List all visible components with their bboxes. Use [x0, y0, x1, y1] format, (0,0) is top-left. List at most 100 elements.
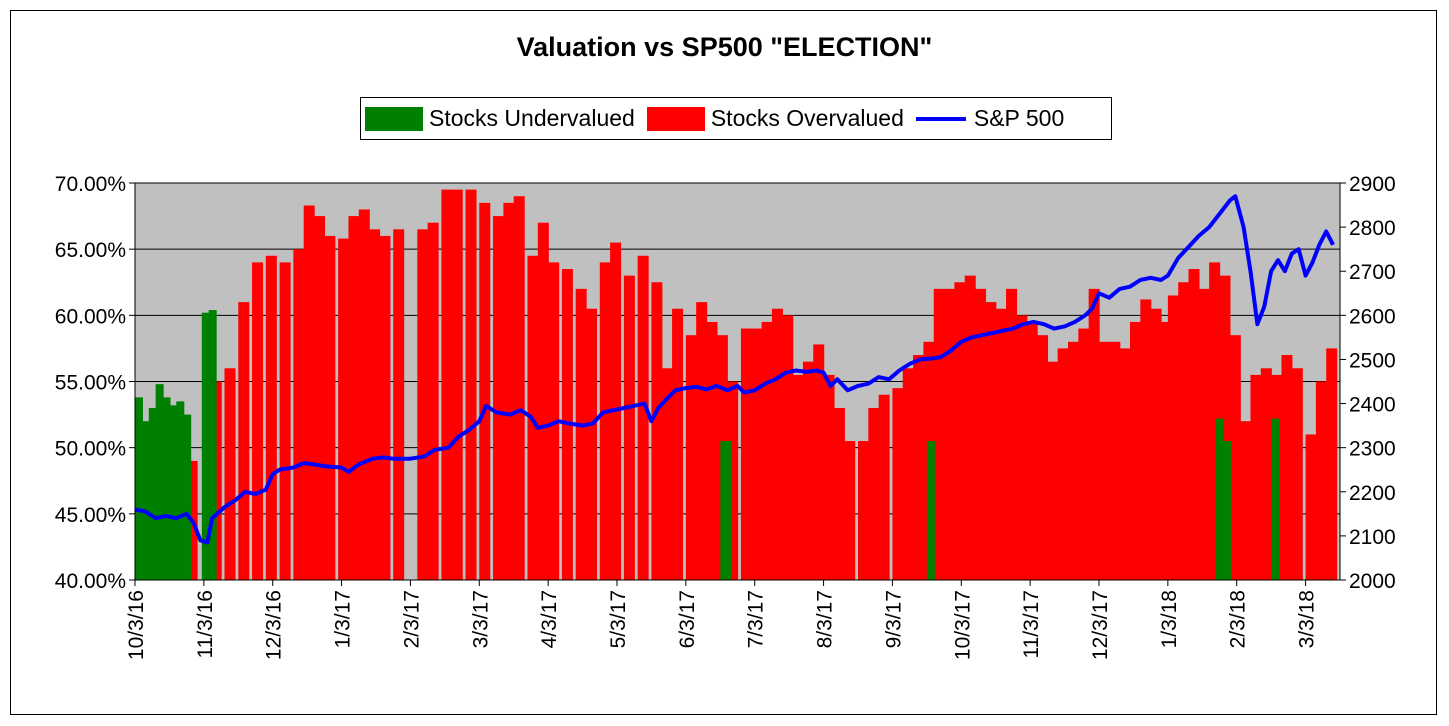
overvalued-bar — [479, 202, 491, 580]
overvalued-bar — [503, 202, 515, 580]
overvalued-bar — [813, 344, 825, 580]
overvalued-bar — [1119, 348, 1131, 580]
overvalued-bar — [441, 189, 453, 580]
overvalued-bar — [727, 381, 739, 580]
x-tick-label: 3/3/18 — [1296, 590, 1319, 648]
y-right-tick-label: 2900 — [1349, 173, 1396, 196]
overvalued-bar — [1099, 341, 1110, 580]
legend: Stocks Undervalued Stocks Overvalued S&P… — [360, 97, 1112, 140]
undervalued-bar — [208, 310, 217, 580]
overvalued-bar — [623, 275, 635, 580]
undervalued-bar — [201, 312, 210, 580]
overvalued-bar — [696, 302, 708, 580]
x-tick-label: 10/3/16 — [125, 590, 148, 660]
overvalued-bar — [369, 229, 381, 581]
overvalued-bar — [833, 407, 845, 580]
overvalued-bar — [651, 282, 663, 580]
overvalued-bar — [314, 216, 326, 581]
x-tick-label: 2/3/17 — [400, 590, 423, 648]
overvalued-bar — [224, 368, 236, 580]
overvalued-bar — [1026, 321, 1038, 580]
undervalued-bar — [1271, 418, 1280, 580]
undervalued-bar — [176, 401, 185, 580]
legend-label-overvalued: Stocks Overvalued — [710, 105, 904, 131]
undervalued-bar — [1216, 418, 1225, 580]
x-tick-label: 8/3/17 — [814, 590, 837, 648]
legend-swatch-undervalued — [365, 106, 423, 131]
y-right-tick-label: 2100 — [1349, 526, 1396, 549]
y-right-tick-label: 2500 — [1349, 349, 1396, 372]
overvalued-bar — [1140, 299, 1152, 580]
y-right-tick-label: 2400 — [1349, 394, 1396, 417]
overvalued-bar — [1250, 374, 1262, 580]
overvalued-bar — [1109, 341, 1121, 580]
overvalued-bar — [1198, 288, 1210, 580]
y-left-tick-label: 40.00% — [55, 570, 126, 593]
x-tick-label: 4/3/17 — [538, 590, 561, 648]
y-right-tick-label: 2700 — [1349, 261, 1396, 284]
overvalued-bar — [975, 288, 987, 580]
overvalued-bar — [771, 308, 783, 580]
overvalued-bar — [238, 302, 250, 580]
overvalued-bar — [1188, 269, 1200, 580]
undervalued-bar — [926, 441, 935, 580]
overvalued-bar — [1078, 328, 1090, 580]
overvalued-bar — [685, 335, 697, 580]
x-tick-label: 3/3/17 — [469, 590, 492, 648]
overvalued-bar — [1315, 381, 1327, 580]
overvalued-bar — [358, 209, 370, 580]
overvalued-bar — [451, 189, 463, 580]
overvalued-bar — [1160, 321, 1172, 580]
overvalued-bar — [878, 394, 890, 580]
overvalued-bar — [427, 222, 439, 580]
x-tick-label: 7/3/17 — [745, 590, 768, 648]
overvalued-bar — [995, 308, 1007, 580]
x-tick-label: 9/3/17 — [882, 590, 905, 648]
overvalued-bar — [324, 235, 336, 580]
overvalued-bar — [537, 222, 549, 580]
x-tick-label: 2/3/18 — [1227, 590, 1250, 648]
overvalued-bar — [1291, 368, 1303, 580]
overvalued-bar — [858, 441, 869, 580]
x-tick-label: 1/3/18 — [1158, 590, 1181, 648]
x-tick-label: 12/3/17 — [1089, 590, 1112, 660]
overvalued-bar — [493, 216, 505, 581]
chart-title: Valuation vs SP500 "ELECTION" — [516, 32, 933, 62]
overvalued-bar — [902, 368, 914, 580]
overvalued-bar — [868, 407, 880, 580]
overvalued-bar — [1088, 288, 1100, 580]
overvalued-bar — [1229, 335, 1241, 580]
undervalued-bar — [162, 397, 171, 580]
y-right-tick-label: 2600 — [1349, 305, 1396, 328]
overvalued-bar — [1209, 262, 1221, 580]
legend-item-undervalued: Stocks Undervalued — [365, 105, 635, 132]
overvalued-bar — [1047, 361, 1059, 580]
overvalued-bar — [393, 229, 405, 581]
undervalued-bar — [135, 397, 143, 580]
overvalued-bar — [892, 388, 904, 580]
overvalued-bar — [265, 255, 277, 581]
overvalued-bar — [1260, 368, 1272, 580]
overvalued-bar — [823, 374, 835, 580]
overvalued-bar — [252, 262, 264, 580]
overvalued-bar — [1240, 421, 1252, 580]
sp500-line — [134, 194, 1335, 545]
overvalued-bar — [1150, 308, 1162, 580]
undervalued-bar — [141, 421, 150, 580]
x-tick-label: 6/3/17 — [676, 590, 699, 648]
y-right-tick-label: 2300 — [1349, 438, 1396, 461]
x-tick-label: 12/3/16 — [263, 590, 286, 660]
y-right-tick-label: 2000 — [1349, 570, 1396, 593]
y-left-tick-label: 45.00% — [55, 504, 126, 527]
undervalued-bar — [723, 441, 732, 580]
overvalued-bar — [513, 196, 525, 580]
y-left-tick-label: 65.00% — [55, 239, 126, 262]
overvalued-bar — [844, 441, 856, 580]
y-left-tick-label: 50.00% — [55, 438, 126, 461]
overvalued-bar — [985, 302, 997, 580]
overvalued-bar — [1037, 335, 1049, 580]
overvalued-bar — [944, 288, 956, 580]
overvalued-bar — [1305, 434, 1317, 580]
overvalued-bar — [1129, 321, 1141, 580]
